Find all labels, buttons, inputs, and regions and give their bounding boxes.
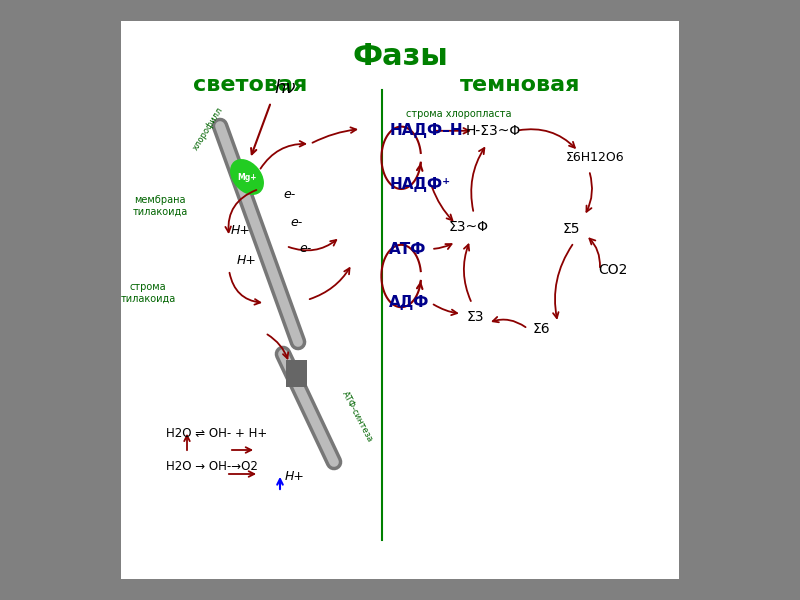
Text: Mg+: Mg+ (238, 173, 257, 181)
Text: Σ3: Σ3 (466, 310, 484, 324)
Text: Н2О ⇌ ОН- + Н+: Н2О ⇌ ОН- + Н+ (166, 427, 267, 440)
Text: Н+: Н+ (285, 470, 305, 484)
Text: е-: е- (291, 215, 303, 229)
Text: НАДФ–Н: НАДФ–Н (390, 123, 463, 138)
Text: е-: е- (283, 188, 295, 202)
Text: СО2: СО2 (598, 263, 628, 277)
Text: Н+: Н+ (231, 224, 251, 238)
Text: АТФ-синтеза: АТФ-синтеза (340, 390, 374, 444)
Text: Н2О → ОН-→О2: Н2О → ОН-→О2 (166, 460, 258, 473)
Text: строма
тилакоида: строма тилакоида (120, 282, 176, 304)
FancyBboxPatch shape (121, 21, 679, 579)
Text: Σ6Н12О6: Σ6Н12О6 (566, 151, 624, 164)
Text: Фазы: Фазы (352, 42, 448, 71)
Text: мембрана
тилакоида: мембрана тилакоида (132, 195, 188, 217)
Text: АТФ: АТФ (390, 241, 426, 257)
Text: Н-Σ3~Φ: Н-Σ3~Φ (466, 124, 521, 138)
Text: темновая: темновая (460, 75, 580, 95)
Bar (286, 360, 307, 387)
Text: строма хлоропласта: строма хлоропласта (406, 109, 511, 119)
Text: АДФ: АДФ (390, 295, 430, 311)
Text: хлорофилл: хлорофилл (191, 106, 225, 152)
Ellipse shape (230, 160, 263, 194)
Text: Σ5: Σ5 (562, 222, 580, 236)
Text: Σ3~Φ: Σ3~Φ (449, 220, 489, 234)
Text: НАДФ⁺: НАДФ⁺ (390, 178, 450, 192)
Text: Н+: Н+ (237, 254, 257, 268)
Text: hν: hν (274, 79, 295, 97)
Text: Σ6: Σ6 (532, 322, 550, 336)
Text: световая: световая (193, 75, 307, 95)
Text: е-: е- (299, 242, 311, 256)
